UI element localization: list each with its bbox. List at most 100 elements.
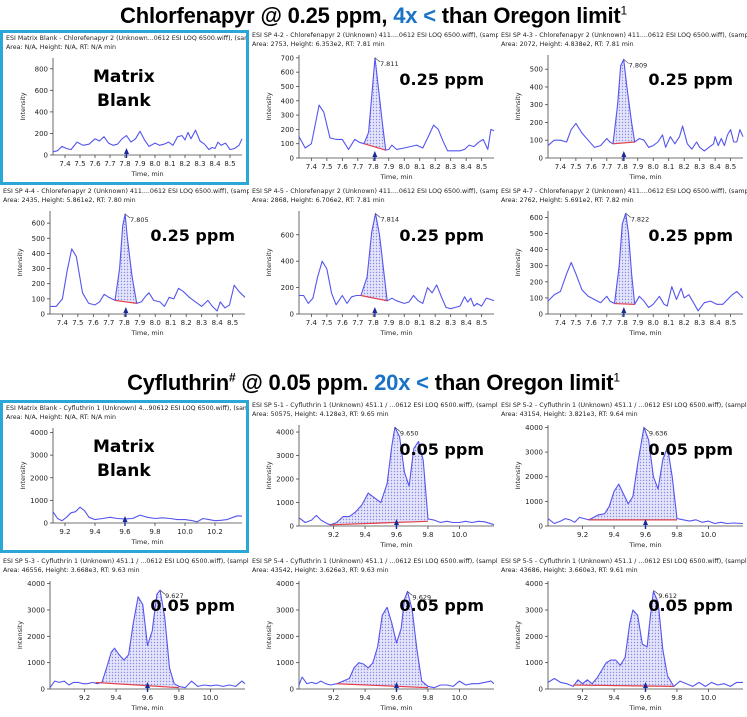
title-highlight: 20x < (374, 370, 429, 395)
integrated-peak-area (95, 590, 179, 688)
y-tick-label: 500 (530, 66, 543, 74)
x-tick-label: 7.6 (586, 163, 598, 171)
y-tick-label: 100 (32, 295, 45, 303)
y-tick-label: 500 (32, 235, 45, 243)
x-tick-label: 8.0 (399, 319, 410, 327)
x-tick-label: 7.8 (617, 319, 628, 327)
chromatogram-trace (49, 589, 246, 689)
integration-baseline (114, 299, 137, 304)
integrated-peak-area (115, 214, 137, 304)
panel-header: ESI SP 4-3 - Chlorefenapyr 2 (Unknown) 4… (498, 30, 747, 49)
y-axis-label: Intensity (19, 461, 27, 489)
x-tick-label: 8.1 (164, 160, 175, 168)
x-tick-label: 7.6 (88, 319, 100, 327)
y-tick-label: 100 (281, 140, 294, 148)
peak-annotation-leader (159, 589, 166, 595)
x-axis-label: Time, min (628, 329, 661, 337)
x-tick-label: 7.4 (306, 163, 318, 171)
y-tick-label: 300 (530, 101, 543, 109)
integration-baseline (363, 143, 386, 151)
x-tick-label: 8.0 (399, 163, 410, 171)
x-tick-label: 7.8 (617, 163, 628, 171)
chromatogram-plot: 0 1000 2000 3000 4000 9.2 9.4 9.6 9.8 10.0 Intensi… (514, 424, 744, 549)
concentration-label: 0.25 ppm (399, 70, 484, 89)
y-tick-label: 200 (530, 119, 543, 127)
y-tick-label: 0 (44, 520, 48, 528)
peak-info: Area: 2435, Height: 5.861e2, RT: 7.80 mi… (3, 196, 136, 204)
x-tick-label: 9.2 (328, 694, 339, 702)
x-tick-label: 8.4 (710, 319, 722, 327)
y-tick-label: 0 (290, 523, 294, 531)
integration-baseline (612, 141, 635, 145)
x-tick-label: 9.8 (671, 531, 682, 539)
peak-info: Area: 2072, Height: 4.838e2, RT: 7.81 mi… (501, 40, 634, 48)
integrated-peak-area (614, 213, 635, 305)
chromatogram-plot: 0 1000 2000 3000 4000 9.2 9.4 9.6 9.8 10.0 Intensi… (16, 580, 246, 712)
title-suffix: than Oregon limit (428, 370, 614, 395)
x-axis-label: Time, min (130, 538, 163, 546)
y-axis-label: Intensity (19, 92, 27, 120)
chromatogram-trace (547, 212, 744, 312)
chromatogram-panel: ESI Matrix Blank - Chlorefenapyr 2 (Unkn… (0, 30, 249, 185)
y-tick-label: 200 (530, 278, 543, 286)
sample-description: ESI SP 5-4 - Cyfluthrin 1 (Unknown) 451.… (252, 558, 498, 565)
sample-description: ESI SP 4-5 - Chlorefenapyr 2 (Unknown) 4… (252, 188, 498, 195)
x-tick-label: 8.4 (461, 319, 473, 327)
x-tick-label: 8.1 (663, 163, 674, 171)
chromatogram-plot: 0 200 400 600 7.4 7.5 7.6 7.7 7.8 7.9 8.0 8.1 8.2 8.3… (265, 211, 495, 337)
x-tick-label: 7.6 (586, 319, 598, 327)
expected-rt-marker-icon (372, 307, 378, 313)
y-tick-label: 4000 (525, 580, 543, 588)
x-tick-label: 8.2 (679, 319, 690, 327)
expected-rt-marker-icon (621, 151, 627, 157)
x-tick-label: 8.5 (476, 163, 487, 171)
chromatogram-trace (298, 590, 495, 689)
y-tick-label: 1000 (27, 659, 45, 667)
y-tick-label: 0 (290, 686, 294, 694)
y-tick-label: 3000 (525, 606, 543, 614)
y-tick-label: 0 (290, 311, 294, 319)
peak-info: Area: 46556, Height: 3.668e3, RT: 9.63 m… (3, 566, 140, 574)
peak-info: Area: 43542, Height: 3.626e3, RT: 9.63 m… (252, 566, 389, 574)
chromatogram-trace (298, 426, 495, 526)
x-tick-label: 9.4 (110, 694, 122, 702)
y-tick-label: 0 (539, 155, 543, 163)
x-axis-label: Time, min (379, 173, 412, 181)
x-tick-label: 10.0 (177, 528, 193, 536)
y-tick-label: 3000 (30, 452, 48, 460)
y-axis-label: Intensity (514, 621, 522, 649)
x-axis-label: Time, min (379, 541, 412, 549)
x-tick-label: 9.4 (608, 694, 620, 702)
y-tick-label: 100 (530, 294, 543, 302)
label-line: Matrix (93, 437, 155, 457)
peak-rt-label: 7.811 (380, 60, 399, 68)
x-tick-label: 7.8 (368, 319, 379, 327)
chromatogram-panel: ESI SP 4-5 - Chlorefenapyr 2 (Unknown) 4… (249, 186, 498, 341)
y-tick-label: 4000 (30, 429, 48, 437)
x-tick-label: 8.1 (165, 319, 176, 327)
x-axis-label: Time, min (379, 329, 412, 337)
integration-baseline (573, 684, 674, 687)
integrated-peak-area (573, 591, 674, 687)
y-axis-label: Intensity (265, 461, 273, 489)
y-tick-label: 3000 (27, 606, 45, 614)
panel-header: ESI SP 5-1 - Cyfluthrin 1 (Unknown) 451.… (249, 400, 498, 419)
y-tick-label: 1000 (276, 659, 294, 667)
section-title-cyfluthrin: Cyfluthrin# @ 0.05 ppm. 20x < than Orego… (0, 370, 747, 396)
x-tick-label: 9.8 (422, 531, 433, 539)
peak-info: Area: N/A, Height: N/A, RT: N/A min (6, 43, 117, 51)
peak-rt-label: 9.627 (165, 592, 184, 600)
y-tick-label: 500 (530, 230, 543, 238)
x-tick-label: 8.4 (212, 319, 224, 327)
x-tick-label: 10.0 (701, 694, 717, 702)
y-tick-label: 0 (290, 155, 294, 163)
peak-rt-label: 9.612 (658, 592, 677, 600)
sample-description: ESI SP 5-5 - Cyfluthrin 1 (Unknown) 451.… (501, 558, 747, 565)
x-tick-label: 8.3 (694, 163, 705, 171)
title-middle: @ 0.05 ppm. (235, 370, 375, 395)
peak-rt-label: 9.650 (400, 429, 419, 437)
sample-description: ESI SP 5-3 - Cyfluthrin 1 (Unknown) 451.… (3, 558, 249, 565)
y-tick-label: 1000 (525, 659, 543, 667)
expected-rt-marker-icon (124, 148, 129, 154)
expected-rt-marker-icon (621, 307, 627, 313)
